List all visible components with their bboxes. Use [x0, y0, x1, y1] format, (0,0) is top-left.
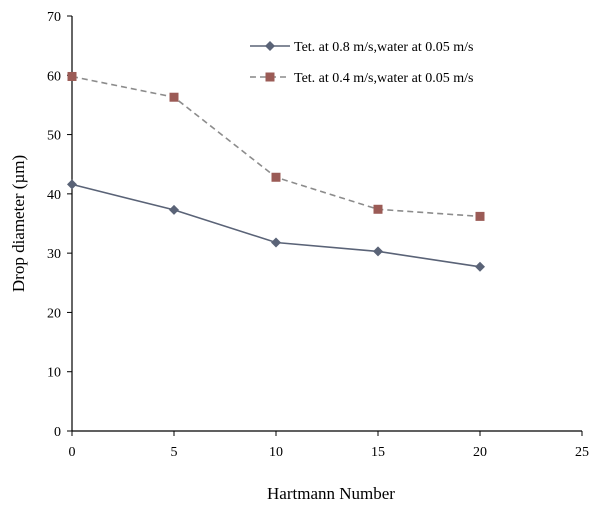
legend-item-1: Tet. at 0.8 m/s,water at 0.05 m/s: [250, 40, 473, 55]
x-tick-label: 10: [269, 445, 283, 460]
legend-marker: [265, 41, 275, 51]
data-point: [271, 237, 281, 248]
data-point: [67, 71, 77, 81]
y-tick-label: 70: [47, 10, 61, 25]
y-tick-label: 0: [54, 425, 61, 440]
data-point: [271, 172, 281, 182]
data-point: [169, 92, 179, 102]
x-axis-title: Hartmann Number: [267, 484, 395, 503]
series-line: [71, 75, 481, 218]
series-line: [71, 183, 481, 268]
y-tick-label: 40: [47, 188, 61, 203]
data-point: [373, 204, 383, 214]
y-tick-label: 30: [47, 247, 61, 262]
x-tick-label: 20: [473, 445, 487, 460]
y-axis-title: Drop diameter (µm): [9, 155, 28, 292]
data-point: [67, 179, 77, 190]
x-tick-label: 5: [171, 445, 178, 460]
x-tick-label: 15: [371, 445, 385, 460]
legend: Tet. at 0.8 m/s,water at 0.05 m/s Tet. at…: [250, 40, 473, 86]
series-layer: [67, 71, 485, 272]
data-point: [169, 204, 179, 215]
axes: [71, 16, 582, 432]
y-tick-label: 50: [47, 129, 61, 144]
y-tick-label: 10: [47, 366, 61, 381]
y-tick-label: 60: [47, 69, 61, 84]
series-2: [67, 71, 485, 221]
series-1: [67, 179, 485, 272]
data-point: [475, 211, 485, 221]
x-ticks: 0 5 10 15 20 25: [69, 431, 589, 460]
x-tick-label: 0: [69, 445, 76, 460]
data-point: [373, 246, 383, 257]
legend-marker: [265, 72, 275, 82]
x-tick-label: 25: [575, 445, 589, 460]
y-tick-label: 20: [47, 306, 61, 321]
legend-item-2: Tet. at 0.4 m/s,water at 0.05 m/s: [250, 71, 473, 86]
legend-label: Tet. at 0.4 m/s,water at 0.05 m/s: [294, 71, 473, 86]
data-point: [475, 261, 485, 272]
legend-label: Tet. at 0.8 m/s,water at 0.05 m/s: [294, 40, 473, 55]
